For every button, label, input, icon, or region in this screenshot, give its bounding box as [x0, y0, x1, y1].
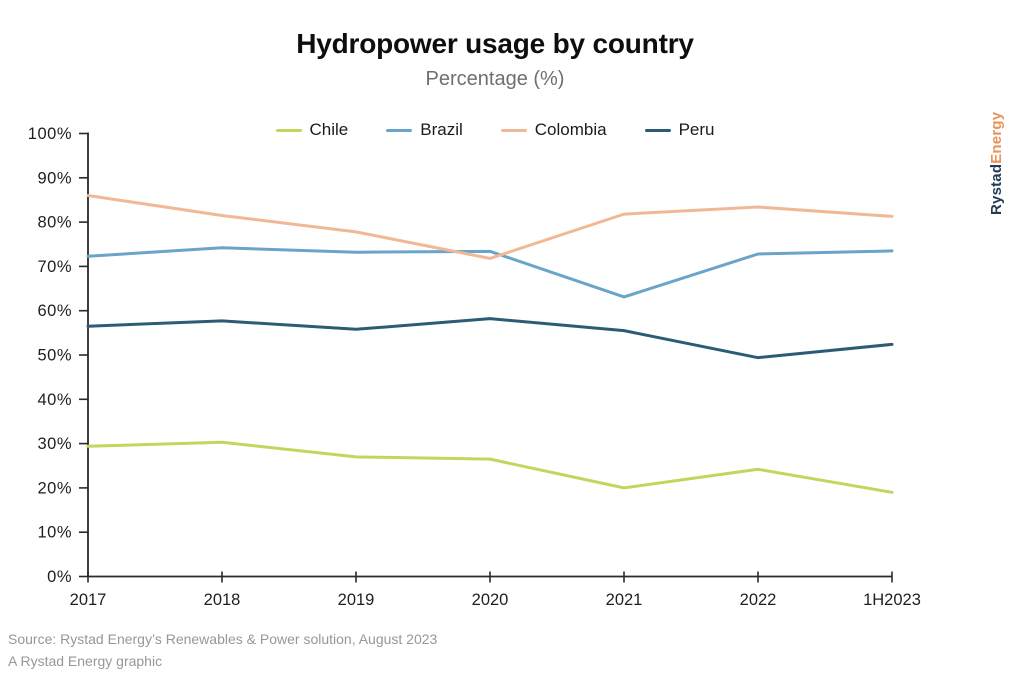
legend-label: Chile [309, 120, 349, 139]
legend-swatch-peru [644, 128, 671, 132]
logo-brand-rystad: Rystad [988, 163, 1005, 215]
series-line-peru [86, 317, 894, 360]
rystad-energy-logo: RystadEnergy [988, 112, 1005, 215]
y-axis-tick-label: 40% [37, 391, 72, 409]
x-axis-label: 2022 [740, 591, 777, 609]
logo-brand-energy: Energy [988, 111, 1005, 164]
y-axis-tick-label: 20% [37, 479, 72, 497]
legend-item-chile: Chile [275, 120, 349, 140]
source-line: Source: Rystad Energy’s Renewables & Pow… [8, 631, 438, 647]
legend-label: Brazil [420, 120, 463, 139]
legend-label: Colombia [534, 120, 607, 139]
y-axis-tick-label: 80% [37, 214, 72, 232]
x-axis-label: 2020 [472, 591, 509, 609]
axes [87, 132, 892, 578]
legend-label: Peru [678, 120, 715, 139]
y-axis-tick-label: 50% [37, 347, 72, 365]
x-axis-label: 2019 [338, 591, 375, 609]
chart-subtitle: Percentage (%) [425, 68, 565, 90]
legend-item-peru: Peru [644, 120, 715, 140]
series-line-colombia [86, 194, 894, 260]
credit-line: A Rystad Energy graphic [8, 652, 163, 669]
legend-swatch-brazil [386, 128, 413, 132]
y-axis-tick-label: 60% [37, 302, 72, 320]
x-axis-label: 1H2023 [863, 591, 921, 609]
y-axis-tick-label: 30% [37, 435, 72, 453]
legend-item-brazil: Brazil [386, 120, 463, 140]
legend-swatch-chile [275, 128, 302, 132]
legend-item-colombia: Colombia [500, 120, 607, 140]
y-axis-tick-label: 0% [47, 568, 72, 586]
x-axis-label: 2017 [70, 591, 107, 609]
legend-swatch-colombia [500, 128, 527, 132]
y-axis-tick-label: 100% [28, 125, 72, 143]
footer: Source: Rystad Energy’s Renewables & Pow… [8, 629, 437, 672]
series-line-chile [86, 440, 894, 494]
y-axis-tick-label: 70% [37, 258, 72, 276]
series-line-brazil [86, 246, 894, 299]
x-axis-label: 2021 [606, 591, 643, 609]
y-axis-tick-label: 10% [37, 524, 72, 542]
legend: Chile Brazil Colombia Peru [0, 120, 990, 140]
y-axis-tick-label: 90% [37, 169, 72, 187]
chart-title: Hydropower usage by country [296, 28, 694, 59]
x-axis-label: 2018 [204, 591, 241, 609]
